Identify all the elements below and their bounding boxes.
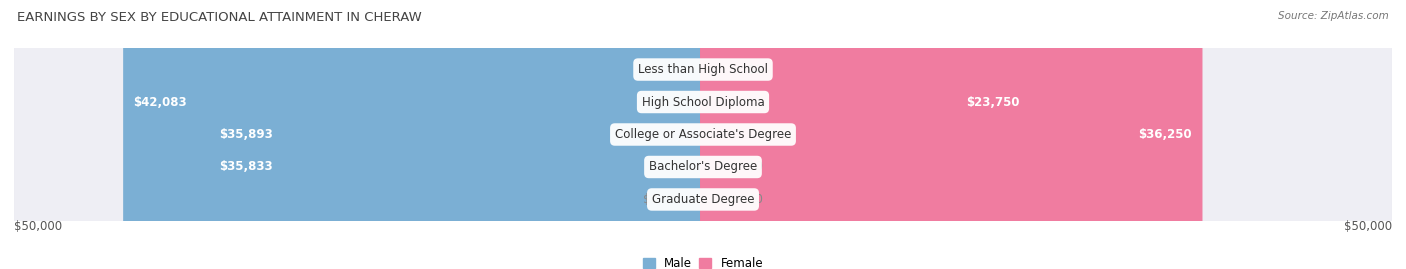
Text: $0: $0 bbox=[748, 193, 762, 206]
Text: EARNINGS BY SEX BY EDUCATIONAL ATTAINMENT IN CHERAW: EARNINGS BY SEX BY EDUCATIONAL ATTAINMEN… bbox=[17, 11, 422, 24]
Text: $0: $0 bbox=[748, 161, 762, 174]
Text: $50,000: $50,000 bbox=[1344, 220, 1392, 233]
Text: College or Associate's Degree: College or Associate's Degree bbox=[614, 128, 792, 141]
Text: $0: $0 bbox=[644, 63, 658, 76]
FancyBboxPatch shape bbox=[700, 0, 1202, 269]
Text: High School Diploma: High School Diploma bbox=[641, 95, 765, 108]
Text: $50,000: $50,000 bbox=[14, 220, 62, 233]
Text: $35,893: $35,893 bbox=[219, 128, 273, 141]
Legend: Male, Female: Male, Female bbox=[638, 253, 768, 269]
FancyBboxPatch shape bbox=[209, 0, 706, 269]
FancyBboxPatch shape bbox=[208, 0, 706, 269]
Text: Graduate Degree: Graduate Degree bbox=[652, 193, 754, 206]
FancyBboxPatch shape bbox=[702, 0, 744, 269]
Text: $35,833: $35,833 bbox=[219, 161, 273, 174]
FancyBboxPatch shape bbox=[14, 0, 1392, 269]
Text: Less than High School: Less than High School bbox=[638, 63, 768, 76]
FancyBboxPatch shape bbox=[702, 0, 744, 269]
Text: $0: $0 bbox=[748, 63, 762, 76]
FancyBboxPatch shape bbox=[124, 0, 706, 269]
FancyBboxPatch shape bbox=[662, 0, 706, 269]
FancyBboxPatch shape bbox=[662, 0, 706, 269]
FancyBboxPatch shape bbox=[14, 0, 1392, 269]
Text: $23,750: $23,750 bbox=[966, 95, 1019, 108]
Text: $0: $0 bbox=[644, 193, 658, 206]
FancyBboxPatch shape bbox=[14, 0, 1392, 269]
Text: Source: ZipAtlas.com: Source: ZipAtlas.com bbox=[1278, 11, 1389, 21]
FancyBboxPatch shape bbox=[14, 0, 1392, 269]
FancyBboxPatch shape bbox=[14, 0, 1392, 269]
FancyBboxPatch shape bbox=[700, 0, 1031, 269]
Text: $42,083: $42,083 bbox=[134, 95, 187, 108]
Text: $36,250: $36,250 bbox=[1139, 128, 1192, 141]
Text: Bachelor's Degree: Bachelor's Degree bbox=[650, 161, 756, 174]
FancyBboxPatch shape bbox=[702, 0, 744, 269]
